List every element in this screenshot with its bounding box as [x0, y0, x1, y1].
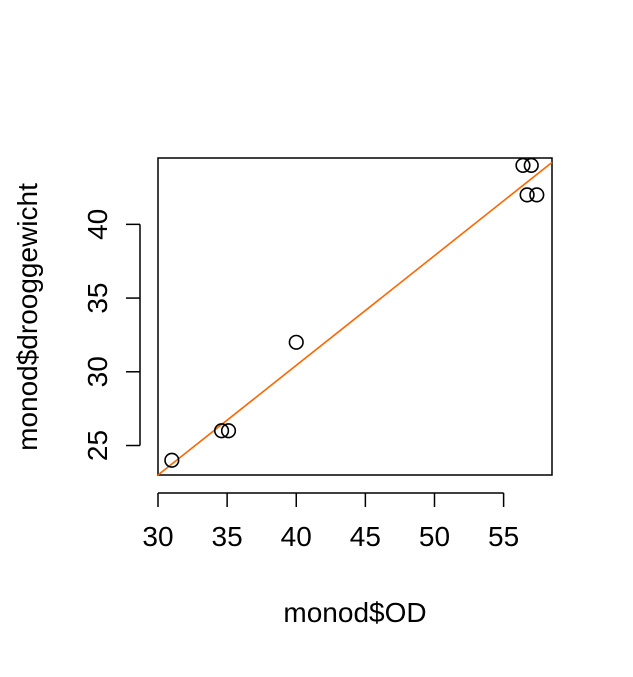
x-axis-label: monod$OD: [283, 597, 426, 628]
x-axis: 30 35 40 45 50 55: [142, 492, 519, 552]
data-point: [164, 452, 180, 468]
y-tick-label: 30: [82, 356, 113, 387]
data-point: [515, 157, 531, 173]
regression-line: [157, 161, 553, 476]
y-axis: 25 30 35 40: [82, 209, 141, 461]
data-point: [529, 187, 545, 203]
x-tick-label: 55: [488, 521, 519, 552]
y-axis-label: monod$drooggewicht: [12, 183, 43, 451]
x-tick-label: 45: [350, 521, 381, 552]
plot-frame: [157, 157, 553, 476]
y-tick-label: 40: [82, 209, 113, 240]
data-points: [164, 157, 545, 468]
x-tick-label: 30: [142, 521, 173, 552]
data-point: [519, 187, 535, 203]
data-point: [213, 423, 230, 439]
data-point: [288, 334, 304, 350]
x-tick-label: 35: [212, 521, 243, 552]
data-point: [523, 157, 539, 173]
y-tick-label: 35: [82, 282, 113, 313]
data-point: [220, 423, 237, 439]
y-tick-label: 25: [82, 430, 113, 461]
x-tick-label: 50: [419, 521, 450, 552]
x-tick-label: 40: [281, 521, 312, 552]
